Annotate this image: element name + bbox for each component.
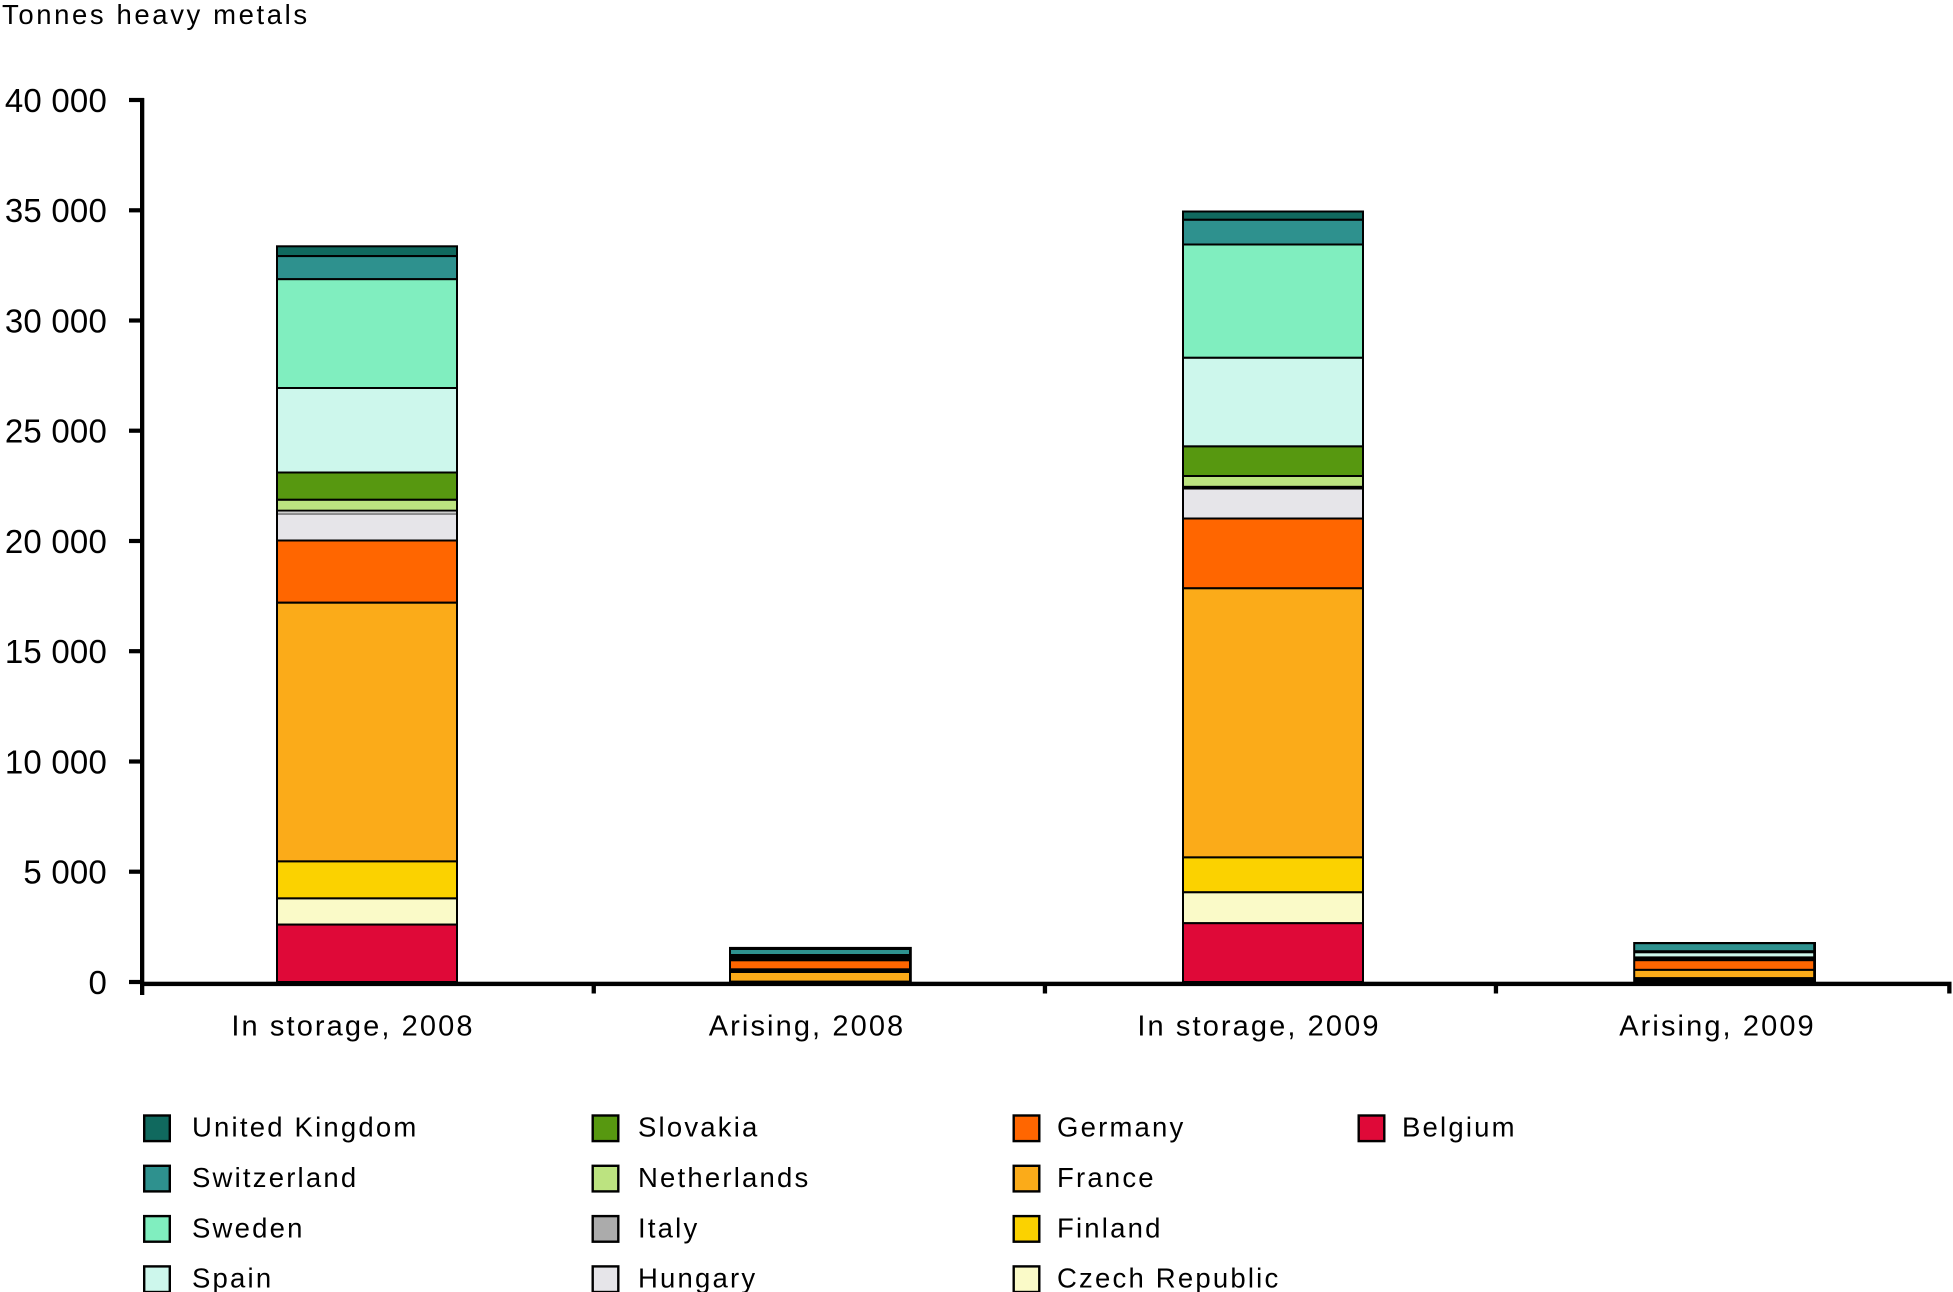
svg-text:25 000: 25 000 <box>5 413 107 450</box>
svg-text:United Kingdom: United Kingdom <box>192 1112 418 1143</box>
svg-text:Hungary: Hungary <box>638 1263 757 1292</box>
svg-text:Switzerland: Switzerland <box>192 1162 358 1193</box>
svg-text:30 000: 30 000 <box>5 302 107 339</box>
svg-text:Italy: Italy <box>638 1212 699 1243</box>
svg-text:In storage, 2009: In storage, 2009 <box>1137 1011 1380 1043</box>
svg-text:In storage, 2008: In storage, 2008 <box>231 1011 474 1043</box>
svg-text:Netherlands: Netherlands <box>638 1162 810 1193</box>
svg-text:5 000: 5 000 <box>23 854 107 891</box>
svg-text:Tonnes heavy metals: Tonnes heavy metals <box>2 0 310 30</box>
svg-text:France: France <box>1057 1162 1156 1193</box>
svg-text:15 000: 15 000 <box>5 633 107 670</box>
svg-text:0: 0 <box>88 964 107 1001</box>
svg-text:Czech Republic: Czech Republic <box>1057 1263 1280 1292</box>
svg-text:Germany: Germany <box>1057 1112 1186 1143</box>
svg-text:40 000: 40 000 <box>5 82 107 119</box>
svg-text:35 000: 35 000 <box>5 192 107 229</box>
svg-text:20 000: 20 000 <box>5 523 107 560</box>
svg-text:10 000: 10 000 <box>5 743 107 780</box>
svg-text:Spain: Spain <box>192 1263 273 1292</box>
svg-text:Arising, 2008: Arising, 2008 <box>709 1011 906 1043</box>
svg-text:Slovakia: Slovakia <box>638 1112 760 1143</box>
svg-text:Arising, 2009: Arising, 2009 <box>1619 1011 1816 1043</box>
svg-text:Belgium: Belgium <box>1402 1112 1517 1143</box>
svg-text:Finland: Finland <box>1057 1212 1163 1243</box>
svg-text:Sweden: Sweden <box>192 1212 305 1243</box>
